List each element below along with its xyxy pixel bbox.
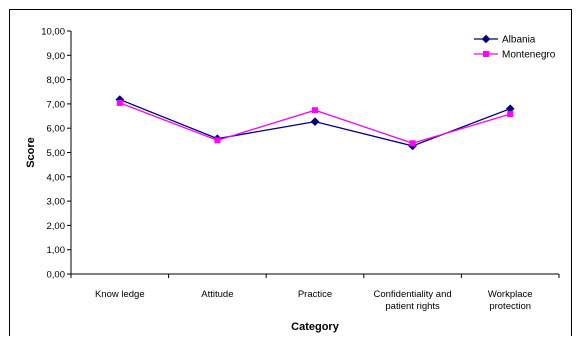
series-layer [115,95,515,151]
y-tick-label: 1,00 [47,245,66,256]
y-tick-label: 3,00 [47,197,66,208]
y-ticks: 0,00 1,00 2,00 3,00 4,00 5,00 6,00 7,00 8,00 9,00… [41,27,71,281]
chart-frame [9,9,572,336]
data-point-square [409,140,416,147]
x-tick-label-line: protection [489,301,531,312]
legend: Albania Montenegro [474,35,556,61]
x-tick-label-line: Attitude [201,289,233,300]
data-point-square [507,111,514,118]
plot-area: 0,00 1,00 2,00 3,00 4,00 5,00 6,00 7,00 8,00 9,00… [41,27,560,312]
y-tick-label: 8,00 [47,75,66,86]
x-tick-label-line: Confidentiality and [374,289,452,300]
x-tick-label: Practice [298,289,332,300]
data-point-square [312,107,318,114]
data-point-square [483,51,489,57]
x-tick-label-line: Know ledge [95,289,145,300]
data-point-diamond [481,34,491,44]
y-tick-label: 7,00 [47,99,66,110]
x-ticks: Know ledge Attitude Practice Confidentialit… [70,274,560,312]
legend-item: Albania [474,35,536,46]
x-tick-label: Attitude [201,289,233,300]
legend-item: Montenegro [474,50,556,61]
y-tick-label: 6,00 [47,124,66,135]
series-0 [115,95,515,151]
x-tick-label: Know ledge [95,289,145,300]
y-tick-label: 9,00 [47,51,66,62]
y-tick-label: 2,00 [47,221,66,232]
x-tick-label: Workplace protection [488,289,533,312]
y-tick-label: 5,00 [47,148,66,159]
legend-label: Albania [502,35,536,46]
data-point-diamond [310,117,320,126]
y-axis-title: Score [25,137,37,168]
y-tick-label: 4,00 [47,172,66,183]
x-axis-title: Category [291,321,340,333]
data-point-square [116,99,123,106]
x-tick-label-line: Practice [298,289,332,300]
x-tick-label-line: patient rights [385,301,440,312]
series-1 [116,99,514,147]
legend-label: Montenegro [502,50,556,61]
y-tick-label: 10,00 [41,27,65,38]
data-point-square [214,137,221,144]
y-tick-label: 0,00 [47,270,66,281]
x-tick-label: Confidentiality and patient rights [374,289,452,312]
x-tick-label-line: Workplace [488,289,533,300]
